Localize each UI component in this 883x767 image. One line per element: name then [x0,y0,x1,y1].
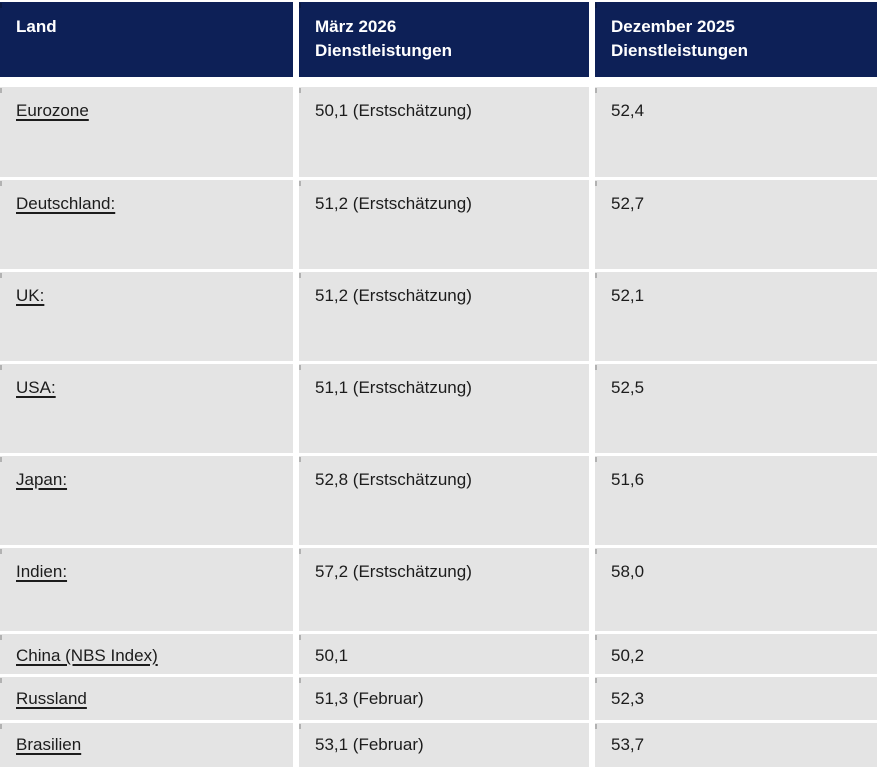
land-link[interactable]: UK: [16,286,45,305]
dezember-value-cell: 51,6 [595,456,877,545]
table-row: Indien: 57,2 (Erstschätzung) 58,0 [0,548,877,631]
dezember-value-cell: 58,0 [595,548,877,631]
land-cell: China (NBS Index) [0,634,293,674]
maerz-value-cell: 51,2 (Erstschätzung) [299,180,589,269]
maerz-value-cell: 51,2 (Erstschätzung) [299,272,589,361]
land-cell: Deutschland: [0,180,293,269]
header-cell-dezember-2025: Dezember 2025 Dienstleistungen [595,2,877,77]
header-cell-maerz-2026: März 2026 Dienstleistungen [299,2,589,77]
land-cell: Eurozone [0,87,293,177]
land-cell: Indien: [0,548,293,631]
dezember-value-cell: 50,2 [595,634,877,674]
land-link[interactable]: Deutschland: [16,194,116,213]
dezember-value-cell: 52,1 [595,272,877,361]
dezember-value-cell: 52,5 [595,364,877,453]
table-row: Eurozone 50,1 (Erstschätzung) 52,4 [0,87,877,177]
land-cell: USA: [0,364,293,453]
table-row: UK: 51,2 (Erstschätzung) 52,1 [0,272,877,361]
land-link[interactable]: Eurozone [16,101,89,120]
table-row: Japan: 52,8 (Erstschätzung) 51,6 [0,456,877,545]
land-link[interactable]: Japan: [16,470,68,489]
land-link[interactable]: Brasilien [16,735,82,754]
table-row: Russland 51,3 (Februar) 52,3 [0,677,877,720]
table-row: USA: 51,1 (Erstschätzung) 52,5 [0,364,877,453]
dezember-value-cell: 52,7 [595,180,877,269]
dezember-value-cell: 53,7 [595,723,877,767]
table-row: Brasilien 53,1 (Februar) 53,7 [0,723,877,767]
table-header-row: Land März 2026 Dienstleistungen Dezember… [0,2,877,77]
maerz-value-cell: 52,8 (Erstschätzung) [299,456,589,545]
land-link[interactable]: Russland [16,689,87,708]
table-row: China (NBS Index) 50,1 50,2 [0,634,877,674]
maerz-value-cell: 51,1 (Erstschätzung) [299,364,589,453]
maerz-value-cell: 51,3 (Februar) [299,677,589,720]
header-cell-land: Land [0,2,293,77]
land-cell: Brasilien [0,723,293,767]
land-link[interactable]: USA: [16,378,56,397]
maerz-value-cell: 50,1 (Erstschätzung) [299,87,589,177]
dezember-value-cell: 52,4 [595,87,877,177]
dezember-value-cell: 52,3 [595,677,877,720]
maerz-value-cell: 53,1 (Februar) [299,723,589,767]
land-cell: UK: [0,272,293,361]
maerz-value-cell: 50,1 [299,634,589,674]
land-cell: Japan: [0,456,293,545]
land-link[interactable]: Indien: [16,562,68,581]
land-link[interactable]: China (NBS Index) [16,646,158,665]
maerz-value-cell: 57,2 (Erstschätzung) [299,548,589,631]
land-cell: Russland [0,677,293,720]
table-row: Deutschland: 51,2 (Erstschätzung) 52,7 [0,180,877,269]
